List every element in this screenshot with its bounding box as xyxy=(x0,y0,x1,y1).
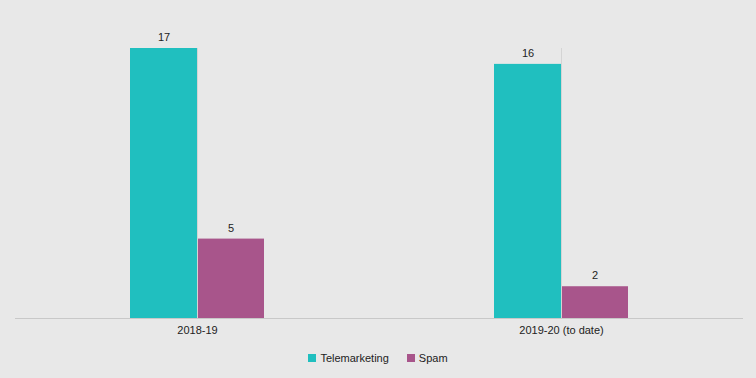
svg-text:2: 2 xyxy=(592,269,598,281)
svg-text:2018-19: 2018-19 xyxy=(177,324,217,336)
svg-text:16: 16 xyxy=(522,47,534,59)
svg-text:2019-20 (to date): 2019-20 (to date) xyxy=(519,324,603,336)
svg-text:17: 17 xyxy=(158,31,170,43)
html-text:Telemarketing: Telemarketing xyxy=(320,352,389,364)
svg-text:5: 5 xyxy=(228,222,234,234)
html-text:Spam: Spam xyxy=(418,352,448,364)
